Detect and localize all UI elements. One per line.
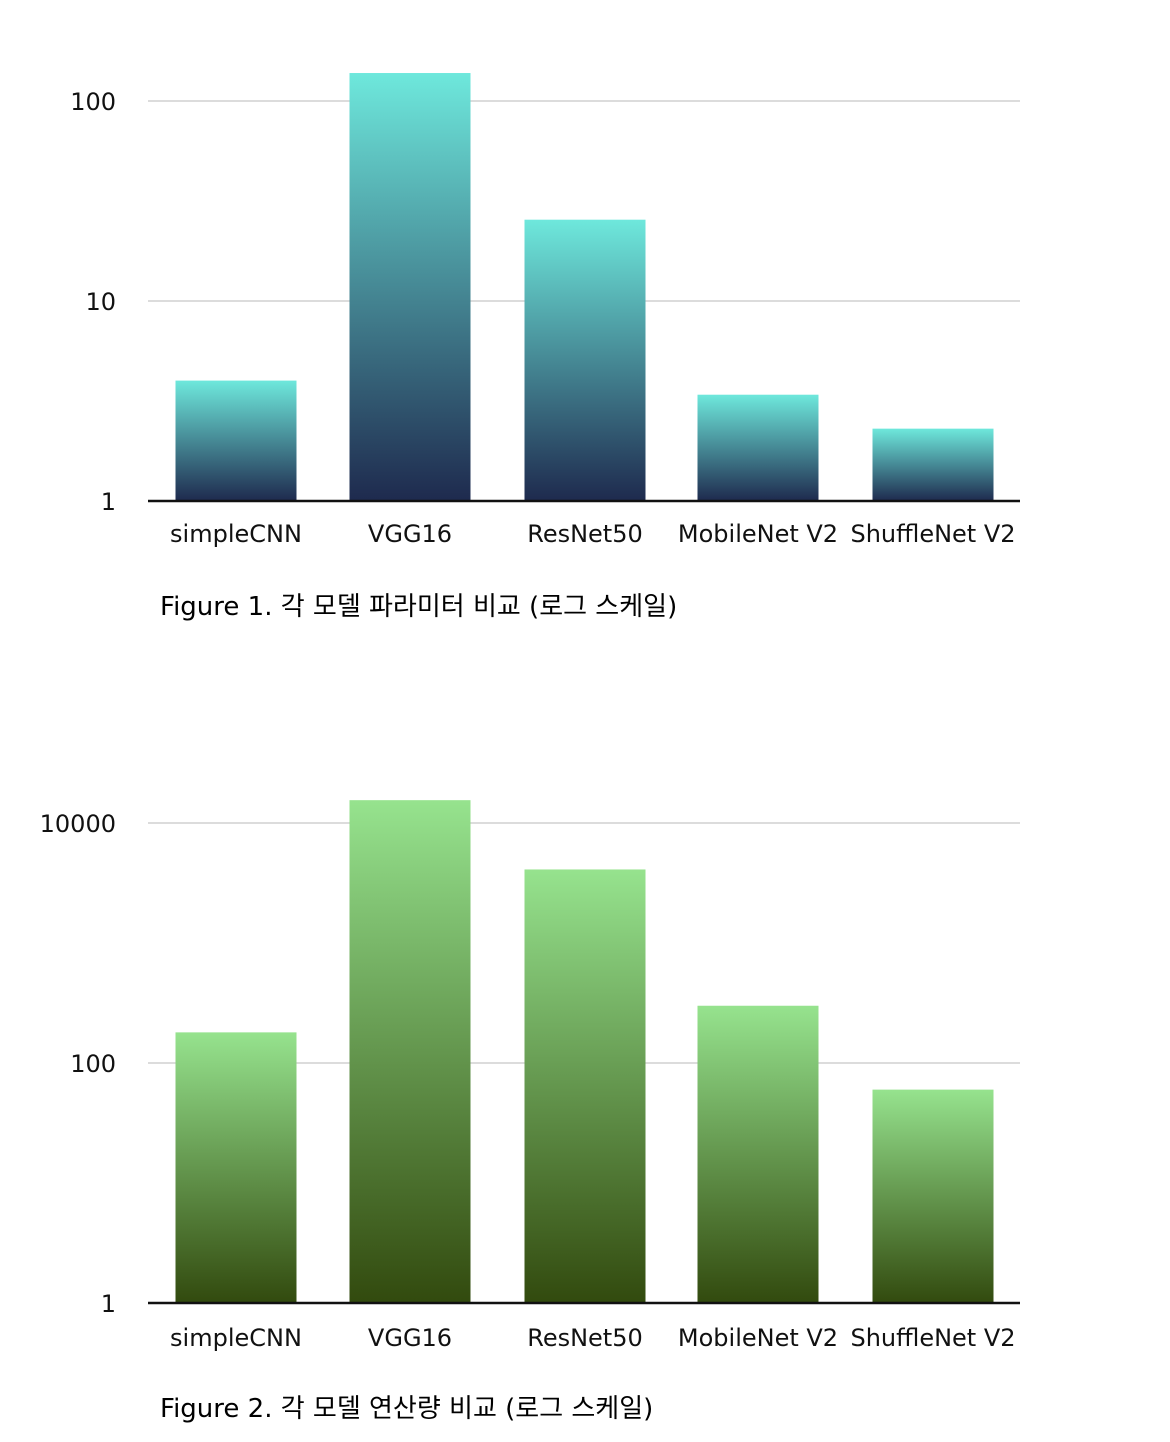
bar-vgg16: [349, 73, 471, 502]
x-tick-label: MobileNet V2: [678, 1324, 838, 1352]
x-tick-label: ResNet50: [527, 520, 643, 548]
bar-mobilenet-v2: [697, 394, 819, 501]
x-tick-label: simpleCNN: [170, 520, 302, 548]
y-tick-label: 10000: [40, 810, 116, 838]
x-tick-label: VGG16: [368, 520, 452, 548]
x-tick-label: MobileNet V2: [678, 520, 838, 548]
bar-resnet50: [524, 869, 646, 1303]
chart-1: 1 10 100 simpleCNN VGG16 ResNet50 MobileNet V2…: [70, 73, 1020, 548]
figure-1-caption: Figure 1. 각 모델 파라미터 비교 (로그 스케일): [160, 592, 678, 622]
x-tick-label: ShuffleNet V2: [850, 520, 1015, 548]
x-tick-label: simpleCNN: [170, 1324, 302, 1352]
y-tick-label: 1: [101, 1290, 116, 1318]
bar-vgg16: [349, 800, 471, 1303]
figure-1: 1 10 100 simpleCNN VGG16 ResNet50 MobileNet V2…: [0, 0, 1170, 660]
y-tick-label: 100: [70, 88, 116, 116]
y-tick-label: 1: [101, 488, 116, 516]
x-tick-label: ResNet50: [527, 1324, 643, 1352]
bar-resnet50: [524, 219, 646, 502]
figure-2-caption: Figure 2. 각 모델 연산량 비교 (로그 스케일): [160, 1394, 654, 1424]
bar-shufflenet-v2: [872, 1089, 994, 1303]
chart-2: 1 100 10000 simpleCNN VGG16 ResNet50 MobileNet…: [40, 800, 1020, 1352]
y-tick-label: 10: [85, 288, 116, 316]
figure-2: 1 100 10000 simpleCNN VGG16 ResNet50 MobileNet…: [0, 722, 1170, 1442]
y-tick-label: 100: [70, 1050, 116, 1078]
x-tick-label: VGG16: [368, 1324, 452, 1352]
x-tick-label: ShuffleNet V2: [850, 1324, 1015, 1352]
bar-shufflenet-v2: [872, 428, 994, 501]
bar-simplecnn: [175, 1032, 297, 1303]
bar-mobilenet-v2: [697, 1005, 819, 1303]
bar-simplecnn: [175, 380, 297, 501]
